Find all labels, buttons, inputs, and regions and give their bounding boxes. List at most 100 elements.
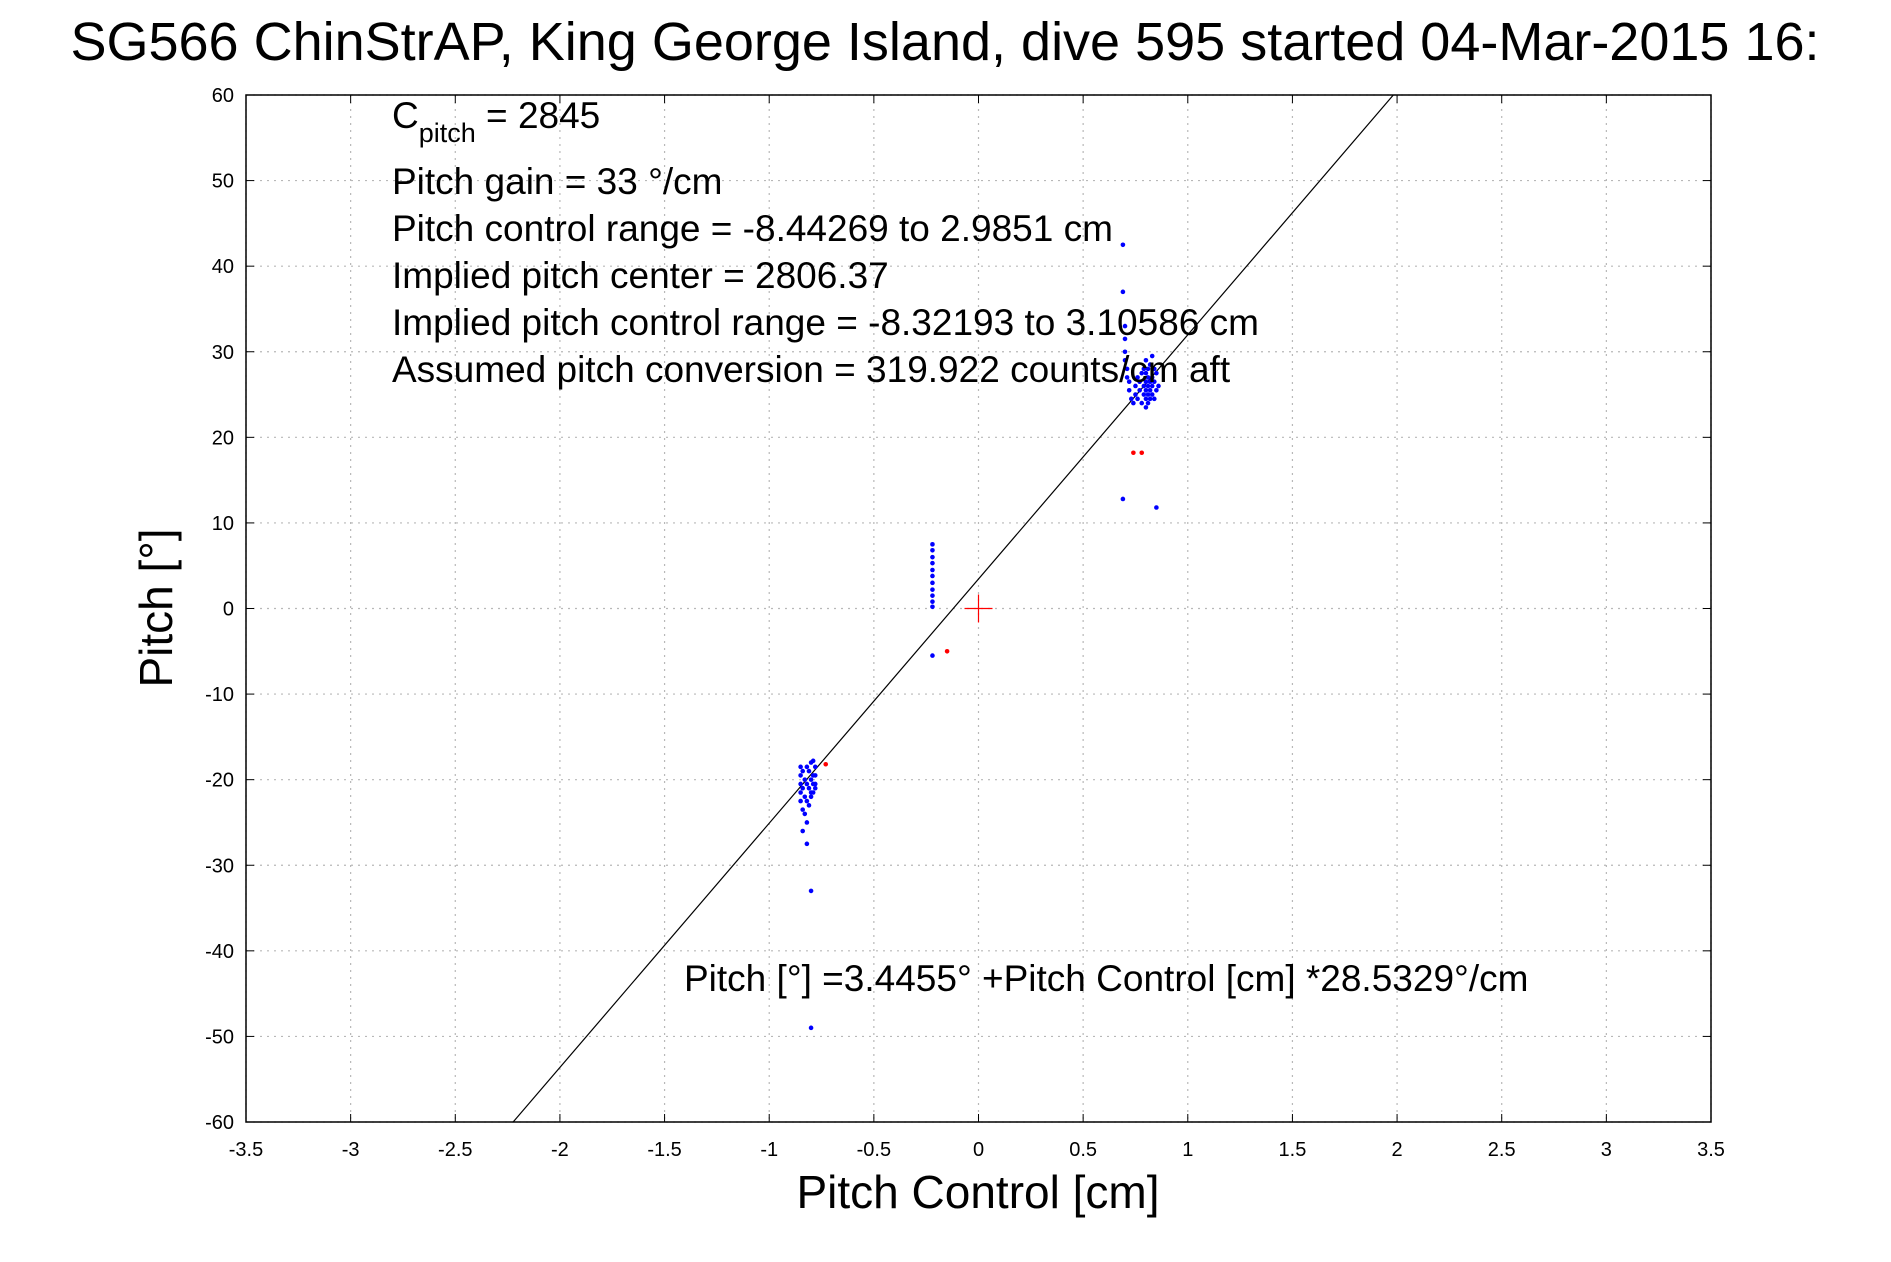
data-point — [1135, 375, 1140, 380]
grid — [245, 94, 1712, 1123]
data-point — [1128, 396, 1134, 402]
data-point — [1122, 336, 1128, 342]
x-tick-label: 1.5 — [1279, 1139, 1307, 1161]
x-tick-label: 3 — [1601, 1139, 1612, 1161]
data-point — [944, 648, 950, 654]
data-point — [800, 828, 805, 834]
annotation-block: Cpitch = 2845 Pitch gain = 33 °/cm Pitch… — [392, 95, 1259, 390]
data-point — [1145, 392, 1151, 397]
data-point — [804, 820, 810, 825]
cpitch-annotation: Cpitch = 2845 — [392, 95, 600, 148]
data-point — [808, 794, 814, 800]
y-tick-label: -20 — [205, 770, 234, 792]
data-point — [1139, 400, 1145, 406]
y-tick-label: -10 — [205, 684, 234, 706]
data-point — [1147, 379, 1153, 385]
y-axis-label: Pitch [°] — [130, 528, 182, 687]
data-points — [798, 242, 1161, 1031]
y-tick-label: 50 — [212, 171, 234, 193]
x-tick-label: 2 — [1392, 1139, 1403, 1161]
y-tick-labels: 60 50 40 30 20 10 0 -10 -20 -30 -40 -50 -60 — [205, 85, 234, 1134]
data-point — [806, 803, 812, 808]
data-point — [930, 567, 935, 573]
data-point — [812, 764, 818, 770]
axis-ticks — [245, 94, 1712, 1123]
data-point — [1143, 370, 1149, 376]
pitch-control-range-annotation: Pitch control range = -8.44269 to 2.9851… — [392, 208, 1113, 249]
data-point — [1149, 353, 1155, 359]
x-tick-label: 2.5 — [1488, 1139, 1516, 1161]
data-point — [1149, 375, 1155, 380]
x-tick-label: -1.5 — [647, 1139, 681, 1161]
data-point — [800, 807, 805, 812]
data-point — [798, 764, 803, 770]
data-point — [1149, 392, 1155, 397]
data-point — [1122, 358, 1128, 363]
data-point — [1143, 358, 1149, 363]
y-tick-label: 60 — [212, 85, 234, 107]
cpitch-prefix: C — [392, 95, 419, 136]
data-point — [810, 790, 816, 795]
data-point — [810, 758, 816, 764]
data-point — [1141, 392, 1147, 397]
data-point — [804, 764, 810, 770]
x-tick-label: 3.5 — [1697, 1139, 1725, 1161]
x-tick-label: 0.5 — [1069, 1139, 1097, 1161]
data-point — [1143, 405, 1149, 410]
data-point — [930, 548, 935, 553]
cpitch-subscript: pitch — [419, 118, 476, 148]
data-point — [806, 785, 812, 791]
data-point — [798, 798, 803, 804]
x-tick-label: -2 — [551, 1139, 569, 1161]
data-point — [930, 573, 935, 579]
data-point — [930, 542, 935, 547]
data-point — [1156, 383, 1161, 389]
x-axis-label: Pitch Control [cm] — [797, 1166, 1160, 1218]
y-tick-label: -60 — [205, 1112, 234, 1134]
pitch-gain-annotation: Pitch gain = 33 °/cm — [392, 161, 723, 202]
data-point — [1154, 370, 1159, 376]
x-tick-labels: -3.5 -3 -2.5 -2 -1.5 -1 -0.5 0 0.5 1 1.5 2 2.5 3 3.5 — [229, 1139, 1725, 1161]
data-point — [1139, 370, 1145, 376]
data-point — [1143, 379, 1149, 385]
data-point — [1154, 505, 1159, 510]
fit-line — [512, 94, 1394, 1123]
data-point — [930, 554, 935, 560]
chart-title: SG566 ChinStrAP, King George Island, div… — [70, 12, 1819, 72]
x-tick-label: -1 — [760, 1139, 778, 1161]
data-point — [802, 777, 808, 782]
data-point — [798, 773, 803, 778]
data-point — [1135, 396, 1140, 402]
data-point — [1149, 383, 1155, 389]
data-point — [808, 777, 814, 782]
data-point — [1139, 450, 1145, 456]
data-point — [812, 785, 818, 791]
data-point — [1137, 379, 1142, 385]
data-point — [930, 653, 935, 658]
data-point — [930, 599, 935, 604]
data-point — [1120, 289, 1126, 295]
data-point — [930, 587, 935, 592]
x-tick-label: -3 — [342, 1139, 360, 1161]
data-point — [1126, 387, 1132, 393]
data-point — [800, 768, 805, 774]
data-point — [1124, 375, 1130, 380]
y-tick-label: -50 — [205, 1026, 234, 1048]
data-point — [804, 781, 810, 787]
data-point — [1145, 375, 1151, 380]
data-point — [1154, 387, 1159, 393]
data-point — [804, 798, 810, 804]
data-point — [1141, 366, 1147, 372]
x-tick-label: 0 — [973, 1139, 984, 1161]
data-point — [1147, 362, 1153, 367]
data-point — [806, 768, 812, 774]
data-point — [1145, 366, 1151, 372]
data-point — [1126, 379, 1132, 385]
data-point — [802, 794, 808, 800]
data-point — [1131, 400, 1136, 406]
data-point — [802, 811, 808, 817]
x-tick-label: 1 — [1182, 1139, 1193, 1161]
data-point — [1131, 450, 1136, 456]
data-point — [1147, 396, 1153, 402]
